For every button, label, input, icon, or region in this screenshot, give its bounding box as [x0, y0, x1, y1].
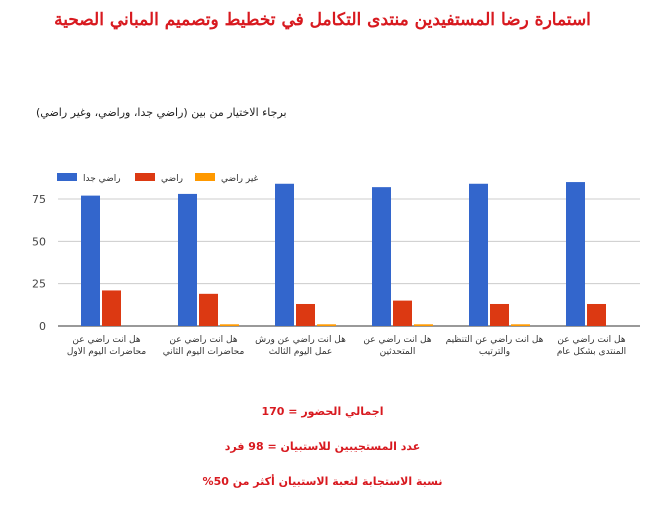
bar-3-5 [511, 324, 530, 326]
attendance-total: اجمالي الحضور = 170 [261, 405, 384, 418]
legend-label-1: راضي جدا [83, 174, 121, 184]
x-tick-label: هل انت راضي عن التنظيم والترتيب [446, 335, 544, 357]
bar-1-4 [372, 187, 391, 326]
legend-label-2: راضي [161, 174, 183, 184]
y-tick-label: 75 [32, 193, 46, 206]
bar-chart: 0 25 50 75 هل انت راضي عن محاضرات اليوم الاول… [32, 173, 640, 357]
y-tick-label: 25 [32, 278, 46, 291]
y-tick-label: 0 [39, 320, 46, 333]
bar-1-1 [81, 195, 100, 326]
bar-1-6 [566, 182, 585, 326]
bar-2-3 [296, 303, 315, 326]
bar-1-5 [469, 183, 488, 326]
bar-3-2 [220, 324, 239, 326]
bar-2-2 [199, 293, 218, 326]
respondents-count: عدد المستجيبين للاستبيان = 98 فرد [224, 440, 421, 453]
bar-1-2 [178, 193, 197, 326]
chart-subtitle: برجاء الاختيار من بين (راضي جدا، وراضي، … [36, 106, 287, 119]
legend-swatch-3 [195, 173, 215, 181]
bar-3-4 [414, 324, 433, 326]
legend-swatch-2 [135, 173, 155, 181]
bar-2-1 [102, 290, 121, 326]
bar-2-4 [393, 300, 412, 326]
x-tick-label: هل انت راضي عن ورش عمل اليوم الثالث [255, 335, 346, 357]
page-title: استمارة رضا المستفيدين منتدى التكامل في … [54, 10, 591, 30]
x-tick-label: هل انت راضي عن المنتدى بشكل عام [557, 335, 626, 357]
y-tick-label: 50 [32, 235, 46, 248]
legend-swatch-1 [57, 173, 77, 181]
bar-2-5 [490, 303, 509, 326]
bar-1-3 [275, 183, 294, 326]
x-tick-label: هل انت راضي عن محاضرات اليوم الثاني [163, 335, 245, 357]
bar-3-3 [317, 324, 336, 326]
x-tick-label: هل انت راضي عن محاضرات اليوم الاول [67, 335, 147, 357]
legend-label-3: غير راضي [221, 174, 259, 184]
x-tick-label: هل انت راضي عن المتحدثين [363, 335, 431, 357]
response-rate: نسبة الاستجابة لتعبة الاستبيان أكثر من 5… [202, 475, 443, 488]
bar-2-6 [587, 303, 606, 326]
